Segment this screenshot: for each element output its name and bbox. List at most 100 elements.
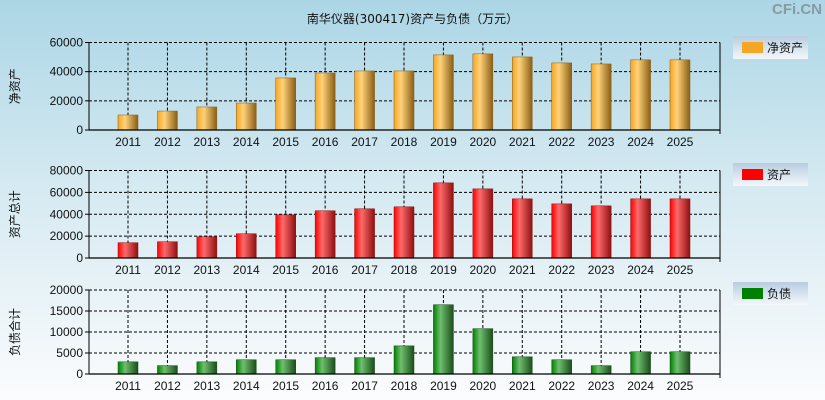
x-tick-label: 2019 — [430, 263, 457, 277]
bar-2020 — [472, 188, 494, 259]
x-tick-label: 2021 — [509, 263, 536, 277]
bar-2013 — [196, 361, 218, 375]
x-tick-label: 2023 — [588, 379, 615, 393]
x-tick-label: 2018 — [391, 379, 418, 393]
legend-box — [733, 282, 808, 305]
legend-box — [733, 163, 808, 186]
y-tick-label: 40000 — [50, 207, 84, 221]
x-tick-label: 2020 — [470, 263, 497, 277]
bar-2022 — [551, 359, 572, 375]
x-tick-label: 2019 — [430, 135, 457, 149]
x-tick-label: 2015 — [272, 263, 299, 277]
y-tick-label: 0 — [76, 251, 83, 265]
x-tick-label: 2022 — [548, 135, 575, 149]
x-tick-label: 2024 — [627, 263, 654, 277]
x-tick-label: 2021 — [509, 135, 536, 149]
x-tick-label: 2021 — [509, 379, 536, 393]
y-axis-title: 资产总计 — [8, 190, 22, 238]
y-tick-label: 15000 — [50, 304, 84, 318]
x-tick-label: 2011 — [115, 135, 141, 149]
x-tick-label: 2024 — [627, 135, 654, 149]
x-tick-label: 2014 — [233, 263, 260, 277]
y-tick-label: 0 — [76, 367, 83, 381]
legend-box — [733, 36, 808, 59]
bar-2014 — [236, 233, 257, 259]
x-tick-label: 2020 — [470, 379, 497, 393]
bar-2018 — [393, 345, 415, 375]
bar-2013 — [196, 236, 218, 259]
x-tick-label: 2012 — [154, 135, 181, 149]
bar-2023 — [590, 365, 612, 375]
y-tick-label: 10000 — [50, 325, 84, 339]
bar-2019 — [433, 54, 454, 131]
legend-label: 负债 — [767, 287, 791, 301]
bar-2017 — [354, 70, 375, 131]
chart-panel-0: 0 20000 40000 60000 2011 2012 2013 2014 2015 2016… — [8, 36, 808, 149]
x-tick-label: 2013 — [194, 263, 221, 277]
y-tick-label: 5000 — [56, 346, 83, 360]
x-tick-label: 2017 — [351, 379, 378, 393]
bar-2018 — [393, 206, 415, 259]
bar-2023 — [590, 205, 612, 259]
bar-2024 — [630, 198, 651, 259]
bar-2019 — [433, 182, 454, 259]
bar-2022 — [551, 203, 572, 259]
x-tick-label: 2018 — [391, 263, 418, 277]
bar-2022 — [551, 62, 572, 131]
bar-2012 — [157, 110, 178, 131]
bar-2015 — [275, 359, 296, 375]
x-tick-label: 2025 — [667, 379, 694, 393]
bar-2025 — [669, 351, 691, 375]
bar-2013 — [196, 106, 218, 131]
x-tick-label: 2011 — [115, 379, 141, 393]
x-tick-label: 2013 — [194, 379, 221, 393]
bar-2014 — [236, 359, 257, 375]
bar-2020 — [472, 328, 494, 375]
y-tick-label: 20000 — [50, 94, 84, 108]
bar-2024 — [630, 351, 651, 375]
bar-2021 — [512, 356, 533, 375]
x-tick-label: 2015 — [272, 135, 299, 149]
y-axis-title: 负债合计 — [7, 308, 22, 356]
chart-panel-2: 0 5000 10000 15000 20000 2011 2012 2013 2014 2015… — [7, 282, 808, 393]
x-tick-label: 2012 — [154, 263, 181, 277]
bar-2016 — [314, 72, 336, 131]
legend: 负债 — [733, 282, 808, 305]
x-tick-label: 2014 — [233, 379, 260, 393]
legend-swatch — [742, 169, 763, 180]
x-tick-label: 2012 — [154, 379, 181, 393]
legend: 资产 — [733, 163, 808, 186]
x-tick-label: 2017 — [351, 135, 378, 149]
bar-2011 — [117, 361, 139, 375]
bar-2018 — [393, 70, 415, 131]
chart-panel-1: 0 20000 40000 60000 80000 2011 2012 2013 2014 201… — [8, 163, 808, 277]
bar-2014 — [236, 102, 257, 131]
y-tick-label: 20000 — [50, 283, 84, 297]
legend-swatch — [742, 288, 763, 299]
x-tick-label: 2020 — [470, 135, 497, 149]
bar-2016 — [314, 357, 336, 375]
bar-2011 — [117, 242, 139, 259]
bar-2025 — [669, 198, 691, 259]
y-tick-label: 20000 — [50, 229, 84, 243]
bar-2023 — [590, 63, 612, 131]
x-tick-label: 2014 — [233, 135, 260, 149]
bar-2016 — [314, 210, 336, 259]
y-tick-label: 0 — [76, 123, 83, 137]
x-tick-label: 2016 — [312, 135, 339, 149]
y-tick-label: 40000 — [50, 65, 84, 79]
x-tick-label: 2017 — [351, 263, 378, 277]
bar-2019 — [433, 304, 454, 375]
x-tick-label: 2022 — [548, 379, 575, 393]
bar-2012 — [157, 365, 178, 375]
legend-label: 净资产 — [767, 41, 803, 55]
y-tick-label: 60000 — [50, 36, 84, 50]
bar-2017 — [354, 208, 375, 259]
chart-title: 南华仪器(300417)资产与负债（万元） — [306, 12, 519, 26]
x-tick-label: 2022 — [548, 263, 575, 277]
x-tick-label: 2019 — [430, 379, 457, 393]
brand-logo: CFi.CN — [772, 1, 822, 18]
x-tick-label: 2013 — [194, 135, 221, 149]
legend: 净资产 — [733, 36, 808, 59]
